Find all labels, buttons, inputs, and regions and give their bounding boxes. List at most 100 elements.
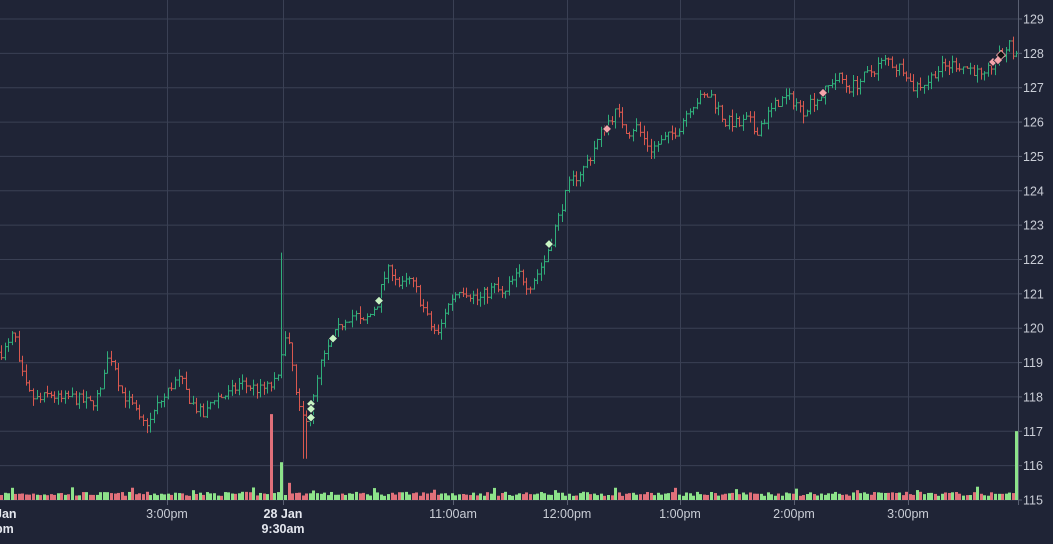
- ohlc-bar: [613, 108, 618, 129]
- ohlc-bar: [109, 350, 114, 366]
- x-tick-label: 28 Jan: [264, 507, 303, 521]
- ohlc-bar: [407, 276, 412, 285]
- ohlc-bar: [343, 319, 348, 331]
- volume-bar: [976, 486, 979, 500]
- ohlc-bar: [503, 290, 508, 299]
- ohlc-bar: [986, 62, 991, 77]
- ohlc-bar: [691, 106, 696, 115]
- ohlc-bar: [230, 379, 235, 396]
- ohlc-bar: [627, 131, 632, 139]
- ohlc-bar: [617, 103, 622, 118]
- x-tick-label: Jan: [0, 507, 17, 521]
- volume-bar: [941, 493, 944, 500]
- ohlc-bar: [500, 285, 505, 298]
- volume-bar: [564, 495, 567, 500]
- volume-bar: [891, 492, 894, 500]
- volume-bar: [366, 494, 369, 500]
- ohlc-bar: [982, 71, 987, 81]
- volume-bar: [586, 492, 589, 500]
- ohlc-bar: [933, 70, 938, 79]
- volume-bar: [64, 494, 67, 500]
- ohlc-bar: [865, 66, 870, 73]
- ohlc-bar: [38, 392, 43, 403]
- ohlc-bar: [290, 342, 295, 372]
- price-axis[interactable]: 115 116 117 118 119 120 121 122 123 124 125 126 127 1…: [1018, 13, 1044, 508]
- ohlc-bar: [173, 376, 178, 390]
- y-tick-label: 125: [1023, 150, 1044, 164]
- volume-bar: [717, 495, 720, 500]
- volume-bar: [444, 493, 447, 500]
- volume-bar: [128, 491, 131, 500]
- volume-bar: [486, 492, 489, 500]
- ohlc-bar: [350, 309, 355, 328]
- volume-bar: [550, 494, 553, 500]
- ohlc-bar: [0, 345, 4, 360]
- volume-bar: [270, 414, 273, 500]
- ohlc-bar: [567, 176, 572, 193]
- y-tick-label: 121: [1023, 287, 1044, 301]
- ohlc-bar: [645, 131, 650, 152]
- volume-bar: [433, 489, 436, 500]
- ohlc-bar: [184, 371, 189, 390]
- ohlc-bar: [31, 388, 36, 406]
- x-tick-label: 11:00am: [429, 507, 477, 521]
- ohlc-bar: [6, 338, 11, 352]
- volume-bar: [4, 492, 7, 500]
- volume-bar: [149, 495, 152, 500]
- volume-bar: [827, 493, 830, 500]
- y-tick-label: 118: [1023, 390, 1043, 404]
- volume-bar: [600, 493, 603, 500]
- volume-bar: [998, 493, 1001, 500]
- volume-bar: [1012, 493, 1015, 500]
- ohlc-bar: [74, 390, 79, 406]
- y-tick-label: 123: [1023, 219, 1044, 233]
- volume-bar: [458, 494, 461, 500]
- volume-bar: [383, 495, 386, 500]
- ohlc-bar: [461, 287, 466, 298]
- ohlc-bar: [194, 397, 199, 414]
- volume-bar: [277, 492, 280, 500]
- ohlc-bar: [265, 381, 270, 394]
- volume-bar: [799, 495, 802, 500]
- ohlc-bar: [340, 324, 345, 331]
- volume-bar: [809, 492, 812, 500]
- ohlc-bar: [3, 342, 8, 361]
- volume-bar: [788, 493, 791, 500]
- ohlc-bar: [354, 310, 359, 321]
- volume-bar: [1001, 493, 1004, 500]
- volume-bar: [579, 493, 582, 500]
- volume-bar: [696, 491, 699, 500]
- ohlc-bar: [237, 377, 242, 396]
- volume-bar: [192, 490, 195, 500]
- ohlc-bar: [748, 111, 753, 123]
- volume-bar: [781, 495, 784, 500]
- ohlc-bar: [162, 393, 167, 408]
- volume-bar: [412, 493, 415, 500]
- volume-bar: [288, 482, 291, 500]
- ohlc-bar: [17, 330, 22, 362]
- volume-bar: [117, 492, 120, 500]
- x-tick-label: 3:00pm: [146, 507, 188, 521]
- volume-bar: [738, 494, 741, 500]
- ohlc-bar: [961, 66, 966, 75]
- volume-bar: [841, 494, 844, 500]
- volume-bar: [760, 493, 763, 500]
- ohlc-bar: [283, 331, 288, 357]
- volume-bar: [408, 494, 411, 500]
- volume-bar: [973, 492, 976, 500]
- volume-bar: [596, 495, 599, 500]
- ohlc-bar: [571, 170, 576, 187]
- volume-bar: [575, 495, 578, 500]
- volume-bar: [618, 492, 621, 500]
- volume-bar: [391, 492, 394, 500]
- ohlc-bar: [358, 306, 363, 324]
- y-tick-label: 126: [1023, 116, 1044, 130]
- volume-bar: [25, 494, 28, 500]
- y-tick-label: 122: [1023, 253, 1044, 267]
- y-tick-label: 128: [1023, 47, 1044, 61]
- ohlc-bar: [294, 364, 299, 396]
- volume-bar: [344, 494, 347, 500]
